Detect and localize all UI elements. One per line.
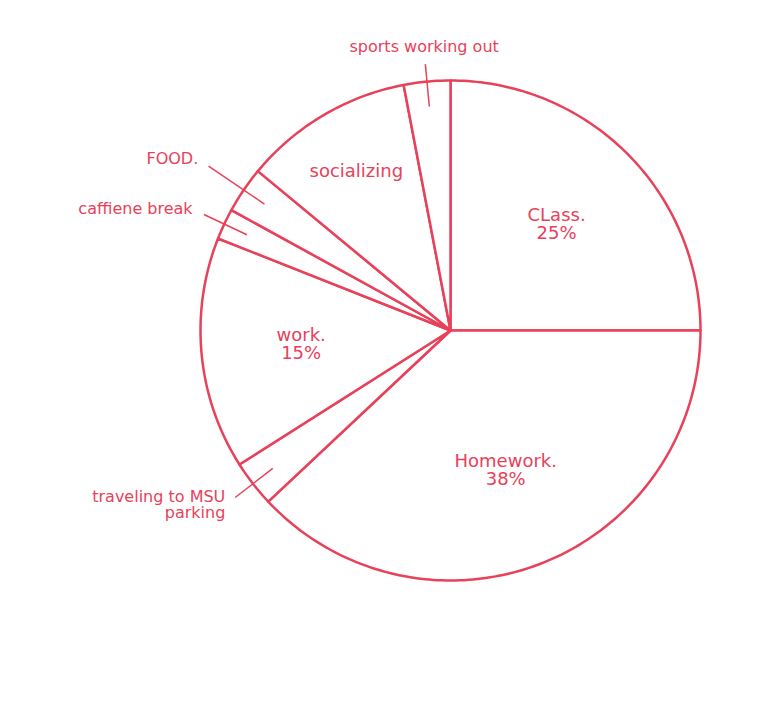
svg-text:CLass.25%: CLass.25% <box>528 204 586 243</box>
svg-text:sports working out: sports working out <box>349 37 498 56</box>
svg-text:socializing: socializing <box>310 160 404 181</box>
svg-text:traveling to MSUparking: traveling to MSUparking <box>92 487 225 522</box>
svg-text:FOOD.: FOOD. <box>146 149 198 168</box>
svg-text:caffiene break: caffiene break <box>78 199 193 218</box>
svg-text:Homework.38%: Homework.38% <box>454 450 556 489</box>
svg-text:work.15%: work.15% <box>277 324 326 363</box>
